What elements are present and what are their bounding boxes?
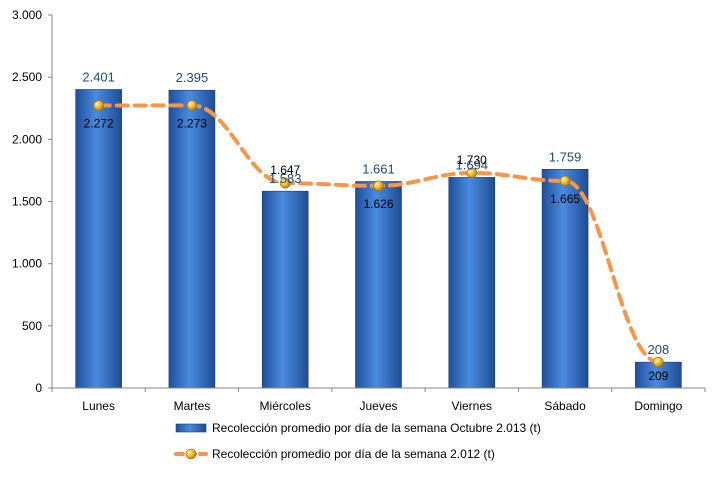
line-value-label: 2.273 <box>177 116 207 130</box>
line-value-label: 1.647 <box>270 163 300 177</box>
line-series-path <box>96 103 661 365</box>
legend-label-2013: Recolección promedio por día de la seman… <box>212 421 541 435</box>
legend-bar-swatch <box>175 423 207 433</box>
line-value-label: 2.272 <box>84 117 114 131</box>
x-tick-label: Martes <box>174 399 211 413</box>
bar-value-label: 1.694 <box>456 157 489 172</box>
line-marker <box>279 177 291 189</box>
x-tick-label: Miércoles <box>260 399 311 413</box>
x-tick-label: Domingo <box>634 399 682 413</box>
line-marker <box>653 356 664 368</box>
bar-value-label: 1.759 <box>549 149 582 164</box>
bars <box>75 89 682 389</box>
x-tick-label: Viernes <box>452 399 492 413</box>
line-marker <box>373 180 384 192</box>
y-tick-label: 3.000 <box>12 8 42 22</box>
line-value-label: 209 <box>648 369 668 383</box>
bar <box>355 181 402 389</box>
line-value-label: 1.730 <box>457 153 487 167</box>
y-tick-label: 1.500 <box>12 195 42 209</box>
x-tick-label: Jueves <box>359 399 397 413</box>
bar <box>75 89 122 389</box>
line-value-label: 1.626 <box>363 197 393 211</box>
y-tick-label: 1.000 <box>12 257 42 271</box>
x-tick-label: Lunes <box>82 399 115 413</box>
y-tick-label: 0 <box>35 381 42 395</box>
bar <box>261 190 309 389</box>
data-labels: 2.401 2.395 1.583 1.661 1.694 1.759 208 2.272 2.… <box>82 69 669 383</box>
bar <box>448 177 496 389</box>
y-tick-label: 500 <box>22 319 42 333</box>
bar-value-label: 1.661 <box>362 161 395 176</box>
bar-value-label: 1.583 <box>269 171 302 186</box>
line-marker <box>466 167 478 179</box>
x-tick-label: Sábado <box>544 399 586 413</box>
bar <box>541 168 589 389</box>
line-marker <box>559 175 571 187</box>
line-marker <box>186 100 198 111</box>
bar-value-label: 208 <box>648 342 670 357</box>
y-tick-label: 2.000 <box>12 132 42 146</box>
line-value-label: 1.665 <box>550 192 580 206</box>
bar-value-label: 2.401 <box>82 69 115 84</box>
line-marker <box>93 100 104 111</box>
legend: Recolección promedio por día de la seman… <box>174 421 541 461</box>
line-series <box>93 100 664 368</box>
legend-line-marker <box>185 448 197 460</box>
bar-value-label: 2.395 <box>176 70 209 85</box>
y-axis: 0 500 1.000 1.500 2.000 2.500 3.000 <box>12 8 53 395</box>
x-axis: Lunes Martes Miércoles Jueves Viernes Sábado D… <box>51 387 706 413</box>
y-tick-label: 2.500 <box>12 70 42 84</box>
bar <box>168 89 216 389</box>
legend-label-2012: Recolección promedio por día de la seman… <box>212 447 495 461</box>
